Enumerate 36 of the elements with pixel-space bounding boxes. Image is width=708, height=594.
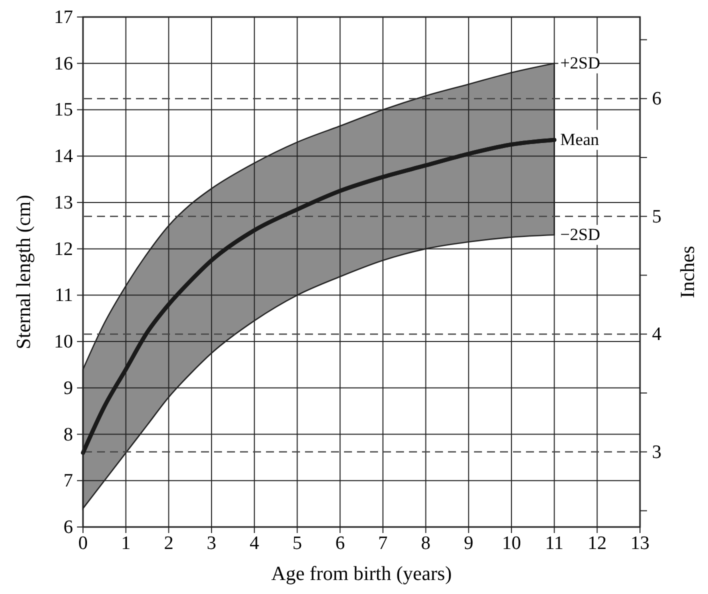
y-tick-label: 14	[54, 146, 74, 168]
x-tick-label: 5	[292, 533, 302, 554]
x-tick-label: 1	[121, 533, 131, 554]
x-tick-label: 2	[164, 533, 174, 554]
y-tick-label: 17	[54, 7, 73, 28]
x-tick-label: 4	[250, 533, 260, 554]
y2-axis-title: Inches	[677, 246, 699, 298]
annotation: −2SD	[560, 224, 600, 244]
y-tick-label: 8	[64, 424, 73, 446]
x-tick-label: 8	[421, 533, 431, 554]
annotation: Mean	[560, 130, 600, 149]
x-tick-label: 0	[78, 533, 88, 554]
x-tick-label: 10	[502, 533, 521, 554]
y-tick-label: 12	[54, 238, 73, 260]
y-tick-label: 16	[54, 53, 73, 74]
y-tick-label: 7	[64, 470, 73, 492]
y-tick-label: 10	[54, 332, 73, 353]
x-tick-label: 6	[335, 533, 345, 554]
y2-tick-label: 6	[652, 88, 662, 110]
y2-tick-label: 4	[652, 324, 662, 346]
y-tick-label: 15	[54, 100, 73, 121]
x-tick-label: 3	[206, 533, 216, 554]
x-tick-label: 12	[588, 533, 607, 554]
y2-tick-label: 3	[652, 442, 662, 463]
y-tick-label: 13	[54, 192, 73, 214]
x-tick-label: 11	[545, 533, 564, 554]
y2-tick-label: 5	[652, 206, 662, 228]
y-tick-label: 9	[64, 378, 73, 399]
x-tick-label: 13	[630, 533, 650, 554]
x-tick-label: 7	[378, 533, 388, 554]
y-axis-title: Sternal length (cm)	[13, 194, 35, 350]
x-axis-title: Age from birth (years)	[271, 563, 452, 585]
x-tick-label: 9	[464, 533, 474, 554]
y-tick-label: 11	[54, 285, 73, 306]
y-tick-label: 6	[64, 517, 73, 538]
annotation: +2SD	[560, 53, 600, 72]
